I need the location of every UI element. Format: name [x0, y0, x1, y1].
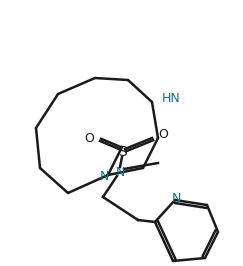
Text: N: N	[171, 193, 181, 206]
Text: S: S	[118, 145, 126, 159]
Text: O: O	[84, 131, 94, 144]
Text: N: N	[115, 165, 125, 178]
Text: N: N	[99, 169, 109, 182]
Text: HN: HN	[162, 92, 181, 105]
Text: O: O	[158, 128, 168, 142]
